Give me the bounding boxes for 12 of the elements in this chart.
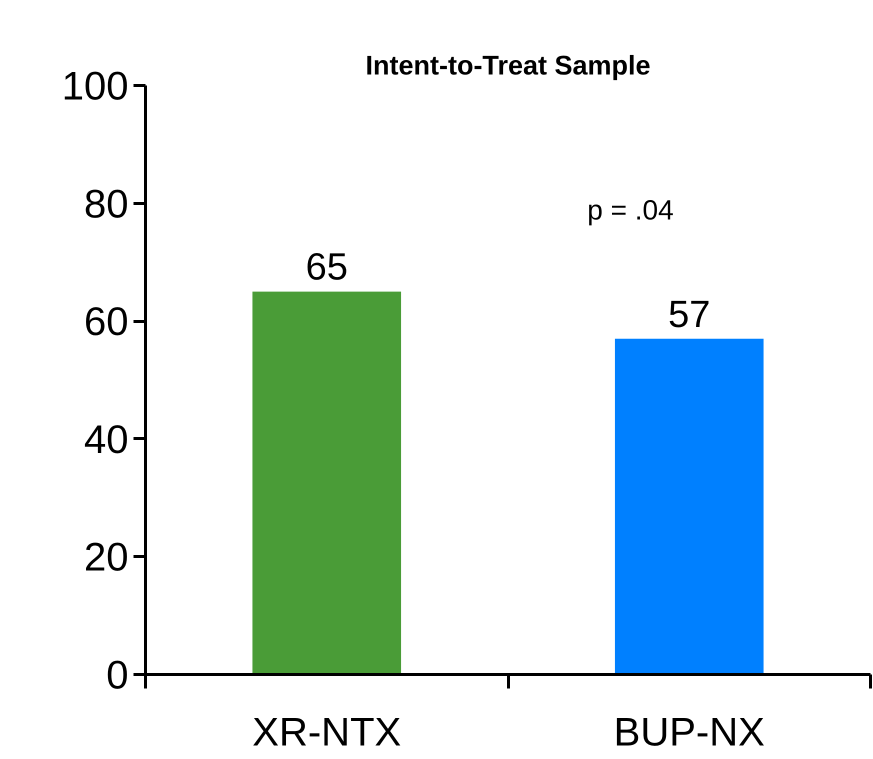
y-tick-label: 100 — [62, 64, 129, 108]
chart-title: Intent-to-Treat Sample — [365, 50, 651, 80]
y-tick-label: 20 — [84, 536, 129, 580]
y-tick-label: 80 — [84, 182, 129, 226]
y-tick-label: 0 — [106, 654, 129, 698]
y-tick-label: 40 — [84, 418, 129, 462]
annotation: p = .04 — [587, 194, 674, 226]
data-label: 65 — [306, 246, 348, 289]
data-label: 57 — [668, 294, 710, 336]
x-tick-label: BUP-NX — [614, 710, 765, 754]
y-tick-label: 60 — [84, 300, 129, 344]
x-tick-label: XR-NTX — [252, 710, 402, 754]
